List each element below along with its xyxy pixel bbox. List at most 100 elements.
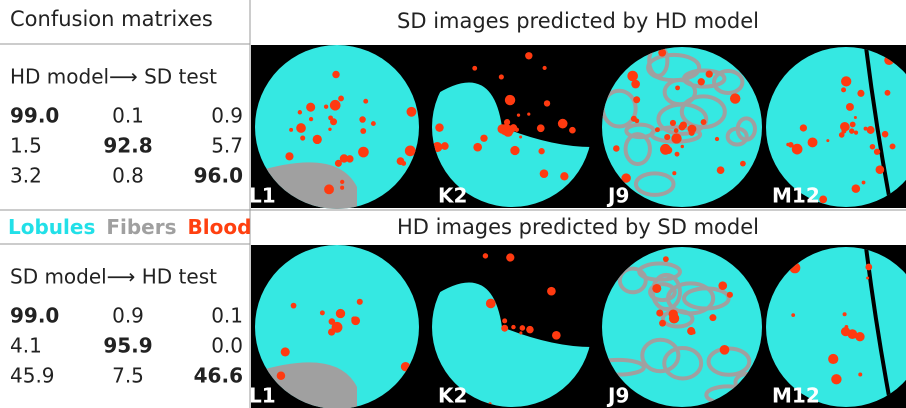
blood [332, 322, 343, 333]
blood [371, 121, 376, 126]
blood [517, 114, 520, 117]
image-label: J9 [606, 384, 629, 408]
blood [664, 134, 670, 140]
blood [519, 331, 522, 334]
blood [730, 93, 740, 103]
blood [543, 66, 547, 70]
blood [709, 314, 716, 321]
blood [866, 277, 869, 280]
matrix-cell: 0.1 [211, 304, 243, 328]
blood [285, 152, 293, 160]
header-bottom: HD images predicted by SD model [397, 215, 759, 239]
blood [849, 128, 854, 133]
blood [281, 347, 290, 356]
blood [659, 320, 666, 327]
blood [501, 325, 508, 332]
blood [519, 135, 522, 138]
blood [435, 123, 443, 131]
legend-lobules: Lobules [8, 215, 95, 239]
blood [788, 142, 794, 148]
blood [340, 154, 348, 162]
legend: Lobules Fibers Blood [8, 215, 251, 239]
blood [828, 354, 838, 364]
blood [472, 66, 477, 71]
blood [480, 135, 487, 142]
matrix-cell: 45.9 [10, 364, 55, 388]
blood [627, 71, 638, 82]
blood [669, 310, 678, 319]
blood [504, 119, 510, 125]
blood [867, 126, 875, 134]
blood [357, 299, 363, 305]
blood [808, 137, 818, 147]
blood [499, 74, 504, 79]
blood [298, 110, 302, 114]
blood [858, 373, 862, 377]
blood [660, 144, 671, 155]
blood [363, 99, 368, 104]
blood [502, 318, 507, 323]
blood [885, 90, 891, 96]
blood [537, 124, 545, 132]
blood [483, 253, 488, 258]
blood [675, 152, 680, 157]
blood [852, 184, 861, 193]
blood [328, 115, 333, 120]
blood [547, 287, 556, 296]
blood [689, 130, 695, 136]
blood [720, 345, 730, 355]
blood [405, 145, 416, 156]
blood [358, 147, 369, 158]
blood [332, 71, 339, 78]
blood [359, 116, 366, 123]
blood [847, 329, 857, 339]
image-label: L1 [249, 184, 276, 208]
blood [340, 180, 344, 184]
blood [870, 144, 875, 149]
blood [520, 325, 526, 331]
blood [558, 119, 568, 129]
blood [526, 326, 534, 334]
matrix-cell: 5.7 [211, 134, 243, 158]
image-label: M12 [772, 184, 820, 208]
blood [882, 131, 889, 138]
blood [846, 103, 854, 111]
blood [552, 331, 561, 340]
blood [515, 127, 519, 131]
blood [613, 145, 620, 152]
matrix-cell: 3.2 [10, 164, 42, 188]
blood [675, 85, 680, 90]
blood [511, 325, 515, 329]
blood [715, 137, 719, 141]
blood [864, 127, 868, 131]
blood [336, 309, 345, 318]
blood [857, 90, 864, 97]
blood [674, 128, 679, 133]
blood [701, 119, 707, 125]
blood [819, 196, 827, 204]
blood [727, 292, 733, 298]
legend-fibers: Fibers [106, 215, 176, 239]
blood [874, 149, 880, 155]
blood [843, 312, 847, 316]
blood [865, 264, 872, 271]
image-label: K2 [438, 184, 467, 208]
matrix-cell: 46.6 [194, 364, 243, 388]
blood [569, 127, 576, 134]
blood [324, 105, 328, 109]
matrix-cell: 0.8 [112, 164, 144, 188]
blood [670, 120, 676, 126]
blood [320, 310, 325, 315]
blood [340, 186, 344, 190]
blood [338, 96, 344, 102]
blood [679, 124, 686, 131]
blood [850, 122, 856, 128]
blood [486, 299, 496, 309]
blood [300, 135, 305, 140]
blood [401, 161, 406, 166]
matrix-cell: 99.0 [10, 104, 59, 128]
matrix-cell: 0.9 [211, 104, 243, 128]
blood [540, 169, 549, 178]
blood [296, 123, 306, 133]
blood [313, 135, 322, 144]
